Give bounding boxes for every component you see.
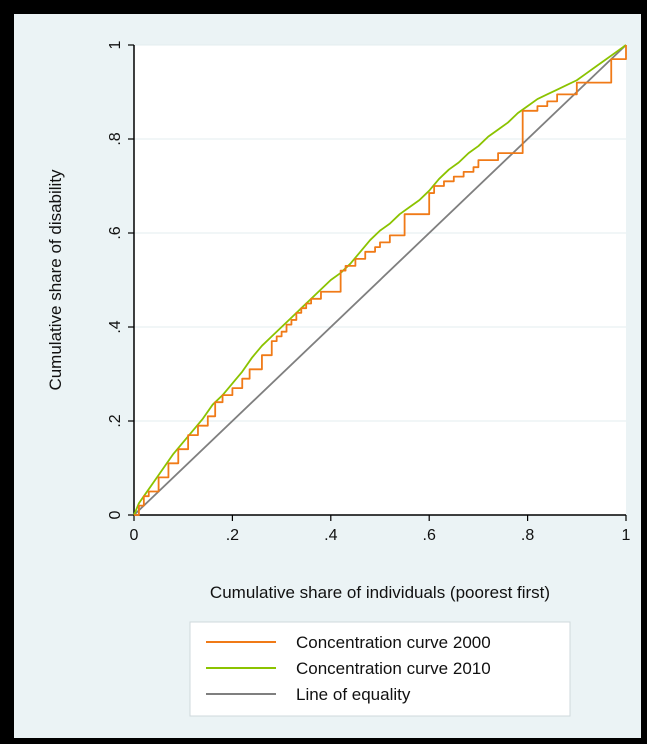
y-tick-label-5: 1 <box>107 40 124 49</box>
x-tick-label-4: .8 <box>521 527 534 544</box>
legend-label-2: Line of equality <box>296 685 411 704</box>
axis-layer: 0 .2 .4 .6 .8 1 0 .2 .4 .6 .8 1 <box>107 40 631 544</box>
series-line-1 <box>133 44 627 516</box>
x-tick-label-0: 0 <box>130 527 139 544</box>
series-line-2 <box>133 44 627 516</box>
y-tick-label-1: .2 <box>107 414 124 427</box>
legend-label-0: Concentration curve 2000 <box>296 633 491 652</box>
legend-label-1: Concentration curve 2010 <box>296 659 491 678</box>
chart-panel: 0 .2 .4 .6 .8 1 0 .2 .4 .6 .8 1 Cumulative share of… <box>14 14 641 738</box>
x-axis-title: Cumulative share of individuals (poorest… <box>210 583 550 602</box>
x-tick-label-2: .4 <box>324 527 337 544</box>
y-tick-label-0: 0 <box>107 510 124 519</box>
series-line-0 <box>134 45 627 516</box>
grid-layer <box>134 44 626 422</box>
series-layer <box>133 44 627 516</box>
y-tick-label-4: .8 <box>107 132 124 145</box>
x-tick-label-3: .6 <box>423 527 436 544</box>
y-axis-title: Cumulative share of disability <box>46 169 65 391</box>
x-tick-label-5: 1 <box>622 527 631 544</box>
y-tick-label-2: .4 <box>107 320 124 333</box>
x-tick-label-1: .2 <box>226 527 239 544</box>
legend: Concentration curve 2000 Concentration cu… <box>189 621 571 717</box>
concentration-chart: 0 .2 .4 .6 .8 1 0 .2 .4 .6 .8 1 Cumulative share of… <box>46 40 631 717</box>
y-tick-label-3: .6 <box>107 226 124 239</box>
